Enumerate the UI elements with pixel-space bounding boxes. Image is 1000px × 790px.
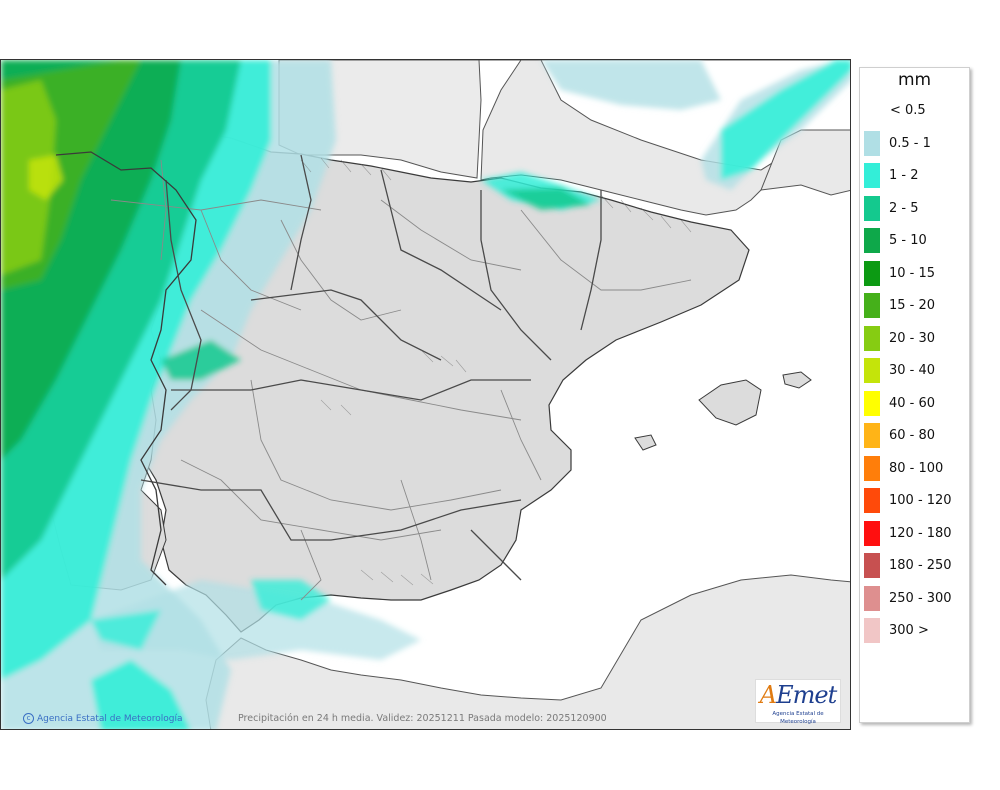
menorca (782, 371, 812, 389)
legend-swatch (864, 163, 880, 188)
legend-label: 40 - 60 (889, 395, 936, 411)
legend-item: 100 - 120 (864, 488, 968, 513)
aemet-logo: AEmet Agencia Estatal de Meteorología (755, 679, 841, 725)
legend-swatch (864, 358, 880, 383)
legend-swatch (864, 260, 880, 286)
credit-text: Agencia Estatal de Meteorología (37, 713, 183, 724)
legend-label: 250 - 300 (889, 590, 952, 606)
legend-unit: mm (897, 70, 932, 90)
legend-label: 0.5 - 1 (889, 135, 931, 151)
legend-swatch (864, 195, 880, 221)
legend-label: 2 - 5 (889, 200, 919, 216)
legend-label: 30 - 40 (889, 363, 936, 378)
legend-label: 120 - 180 (889, 525, 952, 541)
legend-label: < 0.5 (890, 103, 926, 118)
legend-item: 250 - 300 (864, 585, 968, 611)
legend-swatch (864, 228, 880, 253)
legend-item: < 0.5 (864, 98, 968, 123)
legend-item: 300 > (864, 618, 968, 643)
legend-item: 180 - 250 (864, 553, 968, 578)
map-caption: Precipitación en 24 h media. Validez: 20… (238, 713, 607, 724)
legend-swatch (864, 293, 880, 318)
legend-label: 60 - 80 (889, 428, 936, 443)
legend-swatch (864, 585, 880, 611)
legend-label: 180 - 250 (889, 558, 952, 573)
legend-item: 1 - 2 (864, 163, 968, 188)
legend-item: 60 - 80 (864, 423, 968, 448)
precipitation-map: c Agencia Estatal de Meteorología Precip… (0, 59, 851, 730)
legend-label: 5 - 10 (889, 233, 927, 248)
legend-swatch (864, 553, 880, 578)
legend-item: 80 - 100 (864, 455, 968, 481)
map-canvas (1, 60, 850, 729)
legend-swatch (864, 618, 880, 643)
aemet-logo-subtitle: Agencia Estatal de Meteorología (772, 711, 824, 725)
credit-line: c Agencia Estatal de Meteorología (23, 713, 183, 724)
mallorca (698, 379, 762, 426)
copyright-icon: c (23, 713, 34, 724)
precipitation-legend: mm < 0.5 0.5 - 1 1 - 2 2 - 5 5 - 10 10 - 15 15… (859, 67, 970, 723)
portugal-spain-border (55, 151, 197, 586)
legend-swatch (864, 520, 880, 546)
legend-swatch (864, 130, 880, 156)
legend-item: 5 - 10 (864, 228, 968, 253)
legend-item: 120 - 180 (864, 520, 968, 546)
legend-label: 300 > (889, 623, 929, 638)
ibiza (634, 434, 657, 451)
relief-texture (300, 157, 692, 586)
legend-label: 80 - 100 (889, 460, 944, 476)
legend-item: 2 - 5 (864, 195, 968, 221)
legend-item: 20 - 30 (864, 325, 968, 351)
aemet-logo-wordmark: AEmet (759, 681, 837, 709)
legend-label: 15 - 20 (889, 298, 936, 313)
legend-swatch (864, 455, 880, 481)
legend-label: 1 - 2 (889, 168, 919, 183)
legend-item: 10 - 15 (864, 260, 968, 286)
legend-label: 20 - 30 (889, 330, 936, 346)
legend-swatch (864, 423, 880, 448)
legend-swatch (864, 390, 880, 416)
legend-swatch (864, 488, 880, 513)
legend-label: 100 - 120 (889, 493, 952, 508)
region-borders (140, 154, 602, 581)
legend-item: 40 - 60 (864, 390, 968, 416)
precipitation-shading (1, 60, 850, 729)
legend-item: 30 - 40 (864, 358, 968, 383)
legend-item: 15 - 20 (864, 293, 968, 318)
legend-swatch (864, 325, 880, 351)
province-borders (110, 159, 692, 601)
legend-label: 10 - 15 (889, 265, 936, 281)
legend-item: 0.5 - 1 (864, 130, 968, 156)
